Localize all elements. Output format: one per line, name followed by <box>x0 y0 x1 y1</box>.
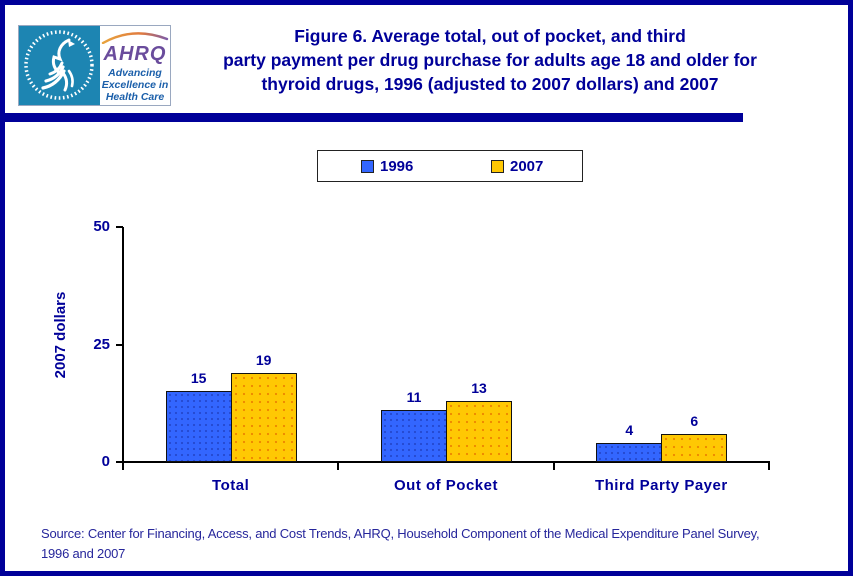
chart-legend: 1996 2007 <box>317 150 583 182</box>
x-tick-mark <box>768 463 770 470</box>
y-tick-label: 25 <box>93 335 110 353</box>
figure-title-line: Figure 6. Average total, out of pocket, … <box>294 26 686 46</box>
tagline-line: Excellence in <box>101 79 169 91</box>
figure-title-line: thyroid drugs, 1996 (adjusted to 2007 do… <box>261 74 719 94</box>
y-tick-mark <box>116 461 123 463</box>
tagline-line: Health Care <box>105 91 165 103</box>
legend-item-1996: 1996 <box>361 158 413 175</box>
category-label-out-of-pocket: Out of Pocket <box>393 477 498 494</box>
bar-value-label: 15 <box>190 370 207 386</box>
y-tick-mark <box>116 226 123 228</box>
bar-value-label: 11 <box>406 389 422 405</box>
y-tick-label: 50 <box>93 218 110 235</box>
title-divider-bar <box>5 113 743 122</box>
x-tick-mark <box>337 463 340 470</box>
ahrq-logo: AHRQ Advancing Excellence in Health Care <box>18 25 171 106</box>
bar-2007-total <box>230 373 297 462</box>
source-note-line: 1996 and 2007 <box>41 546 126 561</box>
source-note-line: Source: Center for Financing, Access, an… <box>41 526 760 541</box>
legend-swatch-2007 <box>491 160 504 173</box>
x-tick-mark <box>122 463 124 470</box>
bar-value-label: 4 <box>625 422 634 438</box>
tagline-line: Advancing <box>108 67 162 79</box>
legend-item-2007: 2007 <box>491 158 543 175</box>
x-axis-line <box>122 461 770 463</box>
legend-label-2007: 2007 <box>510 158 544 175</box>
legend-label-1996: 1996 <box>380 158 414 175</box>
ahrq-logo-text-panel: AHRQ Advancing Excellence in Health Care <box>100 26 170 105</box>
bar-1996-third-party-payer <box>596 443 663 462</box>
hhs-eagle-seal-graphic <box>19 26 100 105</box>
bar-value-label: 19 <box>255 352 272 368</box>
bar-2007-third-party-payer <box>661 434 728 462</box>
ahrq-tagline: Advancing Excellence in Health Care <box>102 67 169 103</box>
y-axis-line <box>122 227 124 464</box>
ahrq-swoosh-arc <box>101 32 169 44</box>
bar-value-label: 13 <box>471 380 487 396</box>
bar-chart-plot-area: 2007 dollars 0 25 50 15 19 Total 11 13 Out of Po… <box>5 5 848 571</box>
bar-2007-out-of-pocket <box>446 401 512 462</box>
figure-title: Figure 6. Average total, out of pocket, … <box>170 24 810 96</box>
y-axis-title: 2007 dollars <box>52 291 69 379</box>
bar-value-label: 6 <box>690 413 699 429</box>
hhs-eagle-seal <box>19 26 100 105</box>
legend-swatch-1996 <box>361 160 374 173</box>
ahrq-acronym: AHRQ <box>103 43 167 65</box>
category-label-total: Total <box>212 477 250 494</box>
x-tick-mark <box>552 463 555 470</box>
y-tick-label: 0 <box>101 453 110 470</box>
category-label-third-party-payer: Third Party Payer <box>594 477 728 494</box>
figure-title-line: party payment per drug purchase for adul… <box>223 50 757 70</box>
source-note: Source: Center for Financing, Access, an… <box>41 524 841 564</box>
bar-1996-out-of-pocket <box>381 410 447 462</box>
y-tick-mark <box>116 343 123 346</box>
bar-1996-total <box>165 391 232 462</box>
